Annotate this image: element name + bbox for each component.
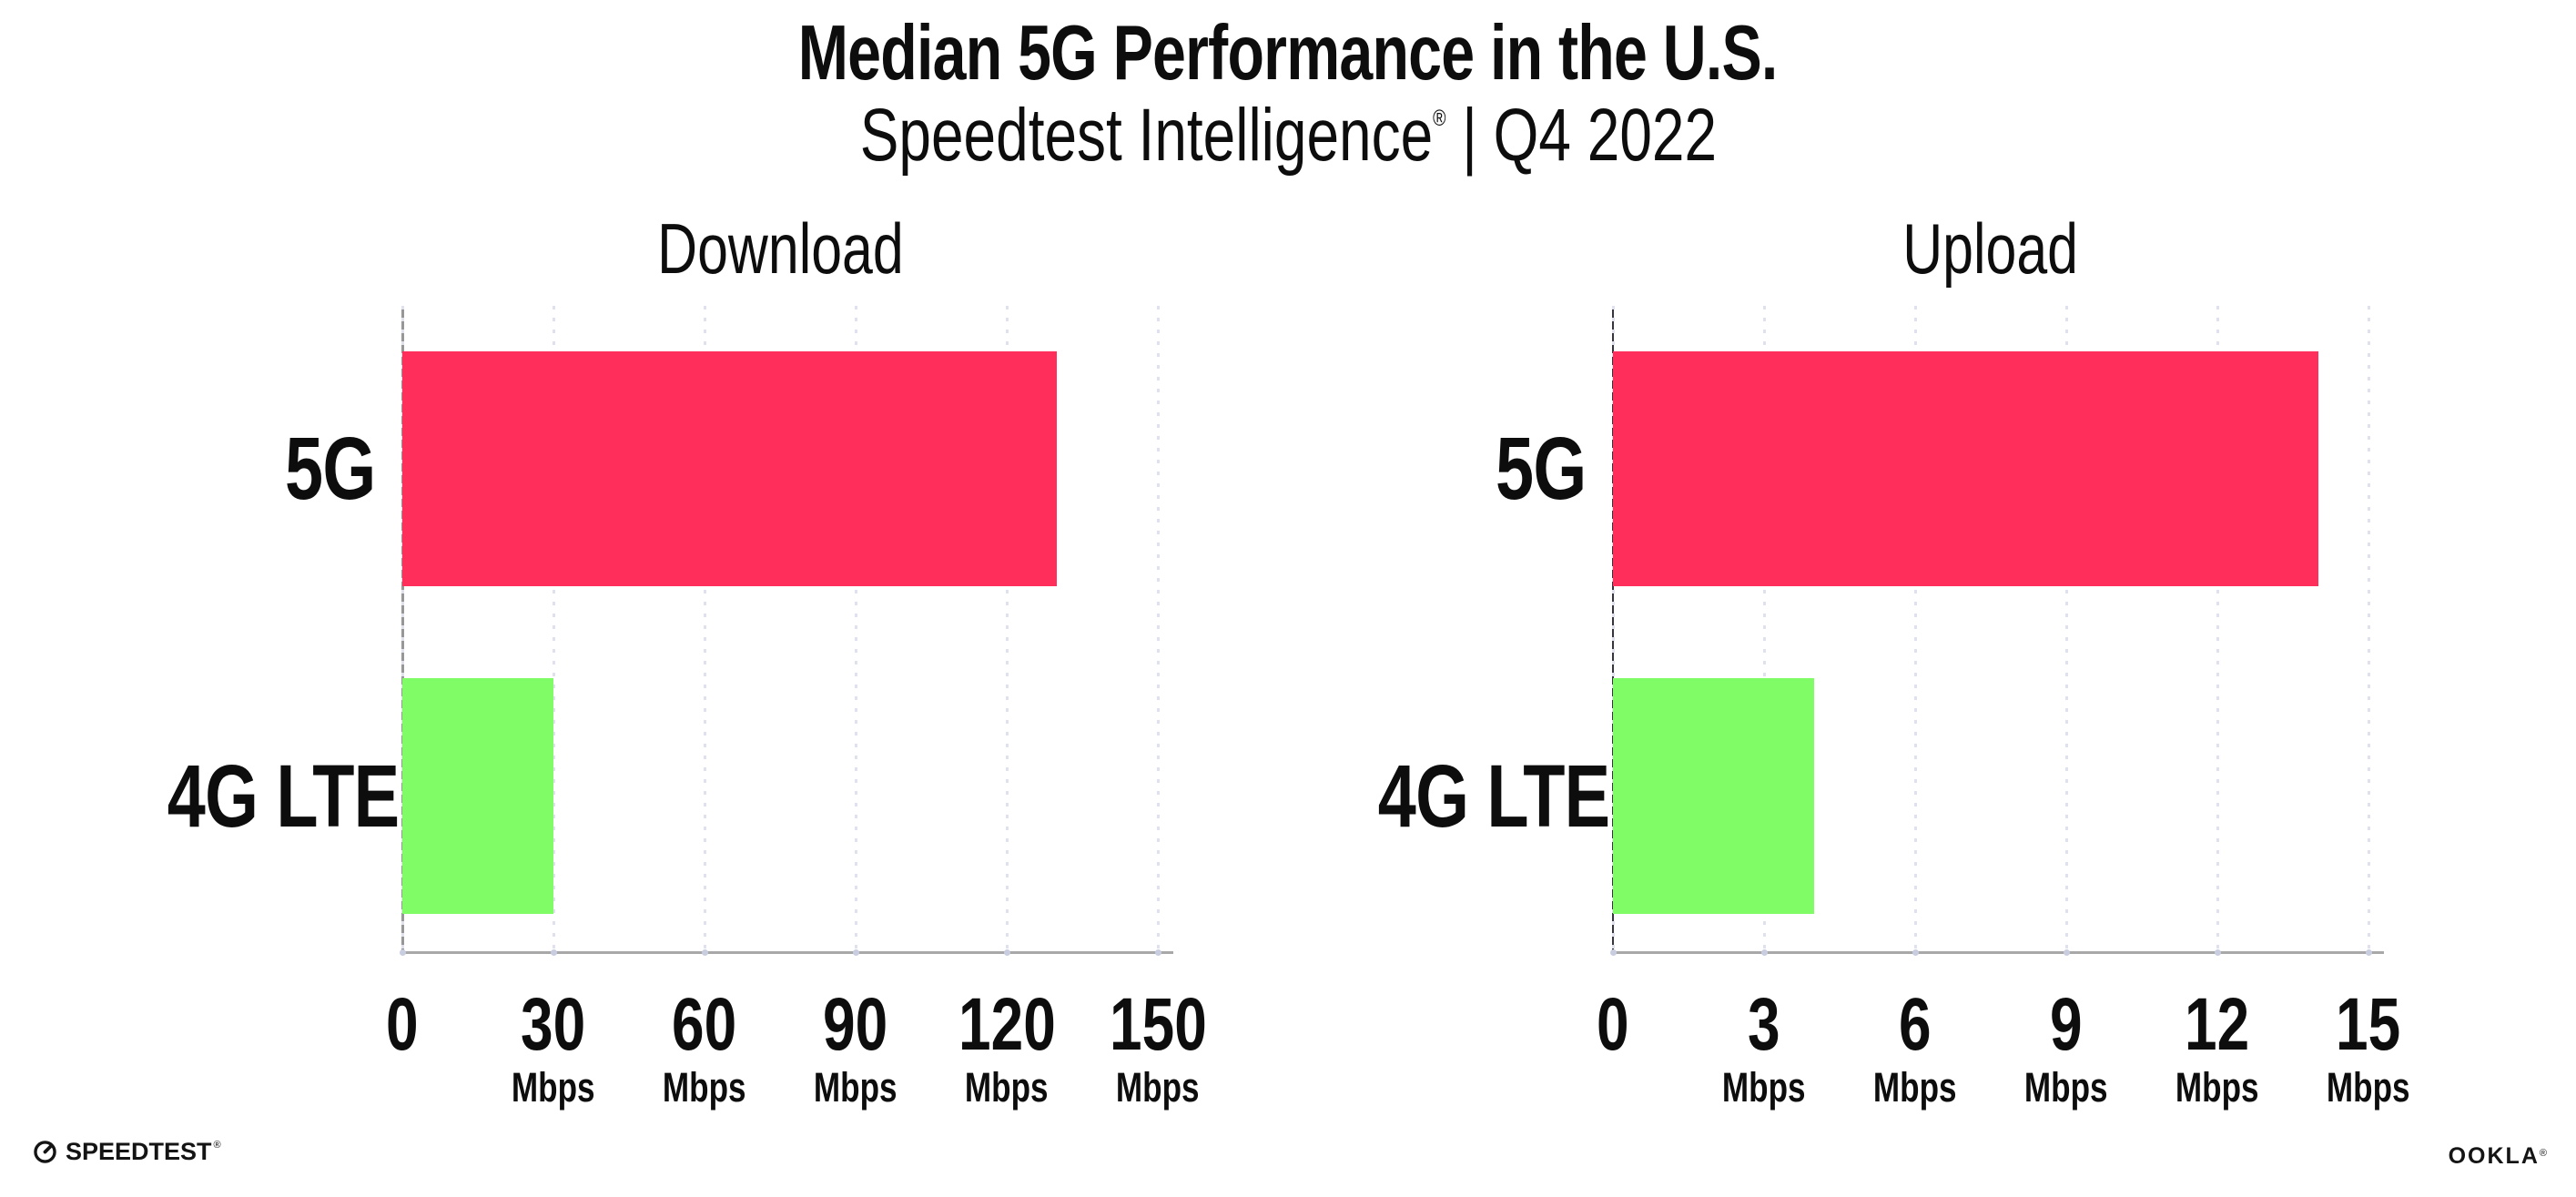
tick-value: 60 <box>672 983 737 1066</box>
x-tick-label: 15 Mbps <box>2250 986 2487 1110</box>
tick-value: 90 <box>823 983 888 1066</box>
ookla-logo: OOKLA® <box>2449 1143 2549 1170</box>
upload-chart-panel: Upload 5G 4G LTE 0 3 Mbps 6 Mbps 9 Mbps 12 Mbps 15 M… <box>1378 208 2410 1118</box>
page-title-text: Median 5G Performance in the U.S. <box>798 10 1779 96</box>
gridline <box>1762 306 1766 951</box>
gridline <box>854 306 857 951</box>
x-tick-label: 150 Mbps <box>1040 986 1276 1110</box>
subtitle-brand: Speedtest Intelligence <box>859 94 1433 177</box>
gridline <box>1913 306 1917 951</box>
tick-value: 0 <box>386 983 419 1066</box>
speedtest-gauge-icon <box>33 1140 57 1164</box>
download-chart-title: Download <box>656 208 904 289</box>
tick-unit: Mbps <box>2024 1064 2108 1111</box>
tick-unit: Mbps <box>663 1064 746 1111</box>
gridline <box>1005 306 1009 951</box>
axis-tick-dot <box>1760 949 1768 956</box>
axis-tick-dot <box>1912 949 1919 956</box>
gridline <box>2216 306 2219 951</box>
tick-value: 0 <box>1597 983 1629 1066</box>
category-label-text: 5G <box>284 419 376 518</box>
tick-unit: Mbps <box>965 1064 1049 1111</box>
registered-mark: ® <box>1432 106 1446 131</box>
upload-plot-area: 5G 4G LTE 0 3 Mbps 6 Mbps 9 Mbps 12 Mbps 15 Mbps <box>1378 306 2410 1110</box>
x-tick-label: 90 Mbps <box>737 986 974 1110</box>
x-tick-label: 0 <box>284 986 521 1064</box>
tick-value: 30 <box>521 983 586 1066</box>
x-tick-label: 6 Mbps <box>1797 986 2033 1110</box>
x-tick-label: 120 Mbps <box>888 986 1125 1110</box>
tick-value: 6 <box>1899 983 1932 1066</box>
axis-tick-dot <box>1154 949 1161 956</box>
axis-tick-dot <box>2063 949 2070 956</box>
tick-value: 12 <box>2185 983 2250 1066</box>
axis-tick-dot <box>1003 949 1010 956</box>
category-label-text: 4G LTE <box>1377 746 1610 846</box>
upload-chart-title: Upload <box>1902 208 2079 289</box>
tick-value: 150 <box>1109 983 1207 1066</box>
gridline <box>2367 306 2370 951</box>
bar-5g <box>1613 351 2318 586</box>
category-label-5g: 5G <box>102 351 376 586</box>
x-tick-label: 60 Mbps <box>586 986 823 1110</box>
x-tick-label: 12 Mbps <box>2099 986 2336 1110</box>
axis-tick-dot <box>399 949 406 956</box>
download-plot-area: 5G 4G LTE 0 30 Mbps 60 Mbps 90 Mbps 120 Mbps 150 Mbp… <box>167 306 1206 1110</box>
category-label-4g-lte: 4G LTE <box>1313 678 1610 914</box>
speedtest-logo: SPEEDTEST ® <box>33 1138 221 1166</box>
bar-4g-lte <box>402 678 553 914</box>
axis-tick-dot <box>852 949 859 956</box>
gridline <box>552 306 555 951</box>
tick-unit: Mbps <box>2327 1064 2410 1111</box>
ookla-wordmark: OOKLA <box>2448 1143 2540 1169</box>
bar-4g-lte <box>1613 678 1815 914</box>
category-label-text: 5G <box>1495 419 1587 518</box>
category-label-text: 4G LTE <box>167 746 400 846</box>
tick-unit: Mbps <box>1722 1064 1806 1111</box>
axis-tick-dot <box>550 949 557 956</box>
speedtest-wordmark: SPEEDTEST <box>66 1138 212 1165</box>
axis-tick-dot <box>1609 949 1617 956</box>
gridline <box>1156 306 1160 951</box>
speedtest-registered-mark: ® <box>213 1139 221 1151</box>
page-subtitle: Speedtest Intelligence® | Q4 2022 <box>0 93 2576 178</box>
x-tick-label: 9 Mbps <box>1948 986 2185 1110</box>
category-label-4g-lte: 4G LTE <box>102 678 400 914</box>
x-axis-line <box>1612 951 2384 954</box>
axis-tick-dot <box>2214 949 2221 956</box>
gridline <box>2064 306 2068 951</box>
download-chart-panel: Download 5G 4G LTE 0 30 Mbps 60 Mbps 90 Mbps 120 M… <box>167 208 1207 1118</box>
subtitle-period: | Q4 2022 <box>1445 94 1717 177</box>
tick-value: 120 <box>958 983 1056 1066</box>
tick-unit: Mbps <box>2175 1064 2259 1111</box>
x-tick-label: 30 Mbps <box>435 986 672 1110</box>
gridline <box>703 306 706 951</box>
x-axis-line <box>401 951 1173 954</box>
gridline <box>1611 306 1615 951</box>
ookla-registered-mark: ® <box>2539 1148 2549 1159</box>
tick-value: 3 <box>1748 983 1780 1066</box>
tick-unit: Mbps <box>1873 1064 1957 1111</box>
bar-5g <box>402 351 1058 586</box>
tick-value: 15 <box>2336 983 2401 1066</box>
axis-tick-dot <box>701 949 708 956</box>
axis-tick-dot <box>2365 949 2372 956</box>
category-label-5g: 5G <box>1313 351 1587 586</box>
tick-value: 9 <box>2050 983 2083 1066</box>
tick-unit: Mbps <box>814 1064 898 1111</box>
gridline <box>401 306 404 951</box>
x-tick-label: 3 Mbps <box>1646 986 1882 1110</box>
page-title: Median 5G Performance in the U.S. <box>0 9 2576 98</box>
tick-unit: Mbps <box>512 1064 595 1111</box>
x-tick-label: 0 <box>1495 986 1731 1064</box>
tick-unit: Mbps <box>1116 1064 1200 1111</box>
